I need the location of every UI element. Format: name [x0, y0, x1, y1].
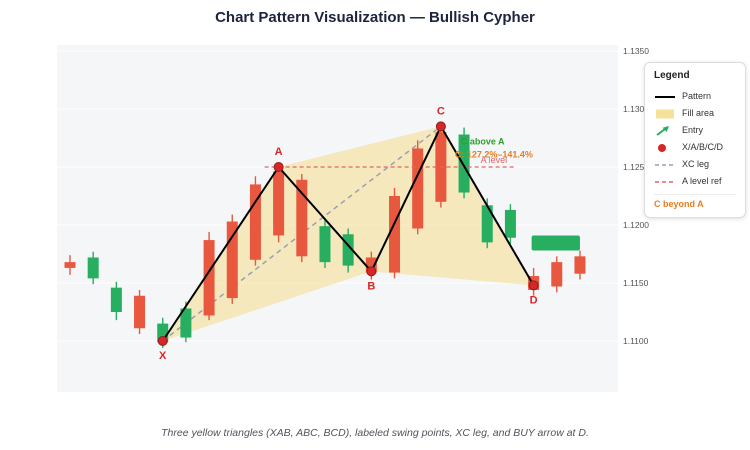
triangle-abc	[278, 126, 441, 272]
legend-footnote-c-beyond-a[interactable]: C beyond A	[654, 199, 704, 209]
pattern-point-C	[435, 121, 446, 132]
legend-item-label: Fill area	[682, 107, 715, 118]
candle-body	[389, 196, 401, 273]
dashed-slate-line-swatch-icon	[654, 158, 676, 170]
pattern-point-A	[273, 162, 284, 172]
y-axis-tick-label: 1.1300	[623, 104, 649, 114]
legend-item-label: Entry	[682, 124, 704, 135]
y-axis-tick-label: 1.1250	[623, 162, 649, 172]
dashed-red-line-swatch-icon	[654, 175, 676, 187]
candle-body	[458, 134, 470, 193]
point-label-X: X	[159, 350, 167, 362]
legend-items: Pattern Fill area Entry X/A/B/C/D XC leg A le…	[654, 87, 736, 189]
figure-caption: Three yellow triangles (XAB, ABC, BCD), …	[161, 427, 589, 439]
a-level-label: A level	[481, 155, 508, 165]
candle-body	[504, 209, 516, 238]
y-axis-tick-label: 1.1350	[623, 46, 649, 56]
candle-body	[342, 234, 354, 266]
point-label-B: B	[367, 280, 375, 292]
legend-panel: Legend Pattern Fill area Entry X/A/B/C/D XC …	[644, 62, 746, 218]
pattern-point-X	[157, 336, 168, 346]
candle-body	[273, 171, 285, 236]
black-line-swatch-icon	[654, 90, 676, 102]
triangle-bcd	[371, 126, 534, 286]
legend-title: Legend	[654, 70, 690, 81]
candle-body	[319, 226, 331, 263]
candle-body	[226, 221, 238, 299]
point-label-D: D	[530, 294, 538, 306]
legend-item-entry[interactable]: Entry	[654, 121, 736, 138]
candle-body	[134, 295, 146, 329]
candle-body	[64, 262, 76, 268]
candle-body	[110, 287, 122, 312]
candles	[64, 124, 586, 348]
candle-body	[203, 240, 215, 316]
candle-body	[157, 323, 169, 343]
triangle-xab	[162, 167, 372, 341]
y-axis-tick-label: 1.1100	[623, 336, 649, 346]
legend-item-fill-area[interactable]: Fill area	[654, 104, 736, 121]
legend-item-pattern[interactable]: Pattern	[654, 87, 736, 104]
candle-body	[180, 308, 192, 338]
legend-item-label: A level ref	[682, 175, 722, 186]
pattern-point-B	[366, 266, 377, 277]
yellow-fill-swatch-icon	[654, 107, 676, 119]
chart-title: Chart Pattern Visualization — Bullish Cy…	[215, 9, 535, 26]
annotation-c-above-a: C above A	[461, 136, 505, 146]
candle-body	[481, 205, 493, 243]
point-label-A: A	[275, 146, 283, 158]
green-arrow-swatch-icon	[654, 124, 676, 136]
legend-item-label: Pattern	[682, 90, 712, 101]
point-label-C: C	[437, 105, 445, 117]
y-axis-tick-label: 1.1200	[623, 220, 649, 230]
legend-item-label: X/A/B/C/D	[682, 141, 724, 152]
legend-item-label: XC leg	[682, 158, 710, 169]
candle-body	[412, 148, 424, 229]
candle-body	[551, 262, 563, 287]
legend-item-x-a-b-c-d[interactable]: X/A/B/C/D	[654, 138, 736, 155]
pattern-point-D	[528, 280, 539, 291]
buy-arrow-marker	[531, 235, 580, 251]
legend-divider	[654, 194, 736, 195]
candle-body	[296, 179, 308, 257]
red-dot-swatch-icon	[654, 141, 676, 153]
legend-item-a-level-ref[interactable]: A level ref	[654, 172, 736, 189]
candle-body	[574, 256, 586, 274]
y-axis-tick-label: 1.1150	[623, 278, 649, 288]
legend-item-xc-leg[interactable]: XC leg	[654, 155, 736, 172]
candle-body	[249, 184, 261, 260]
candle-body	[365, 257, 377, 273]
candle-body	[87, 257, 99, 279]
annotation-retracement: C: 127.2%–141.4%	[455, 149, 533, 159]
